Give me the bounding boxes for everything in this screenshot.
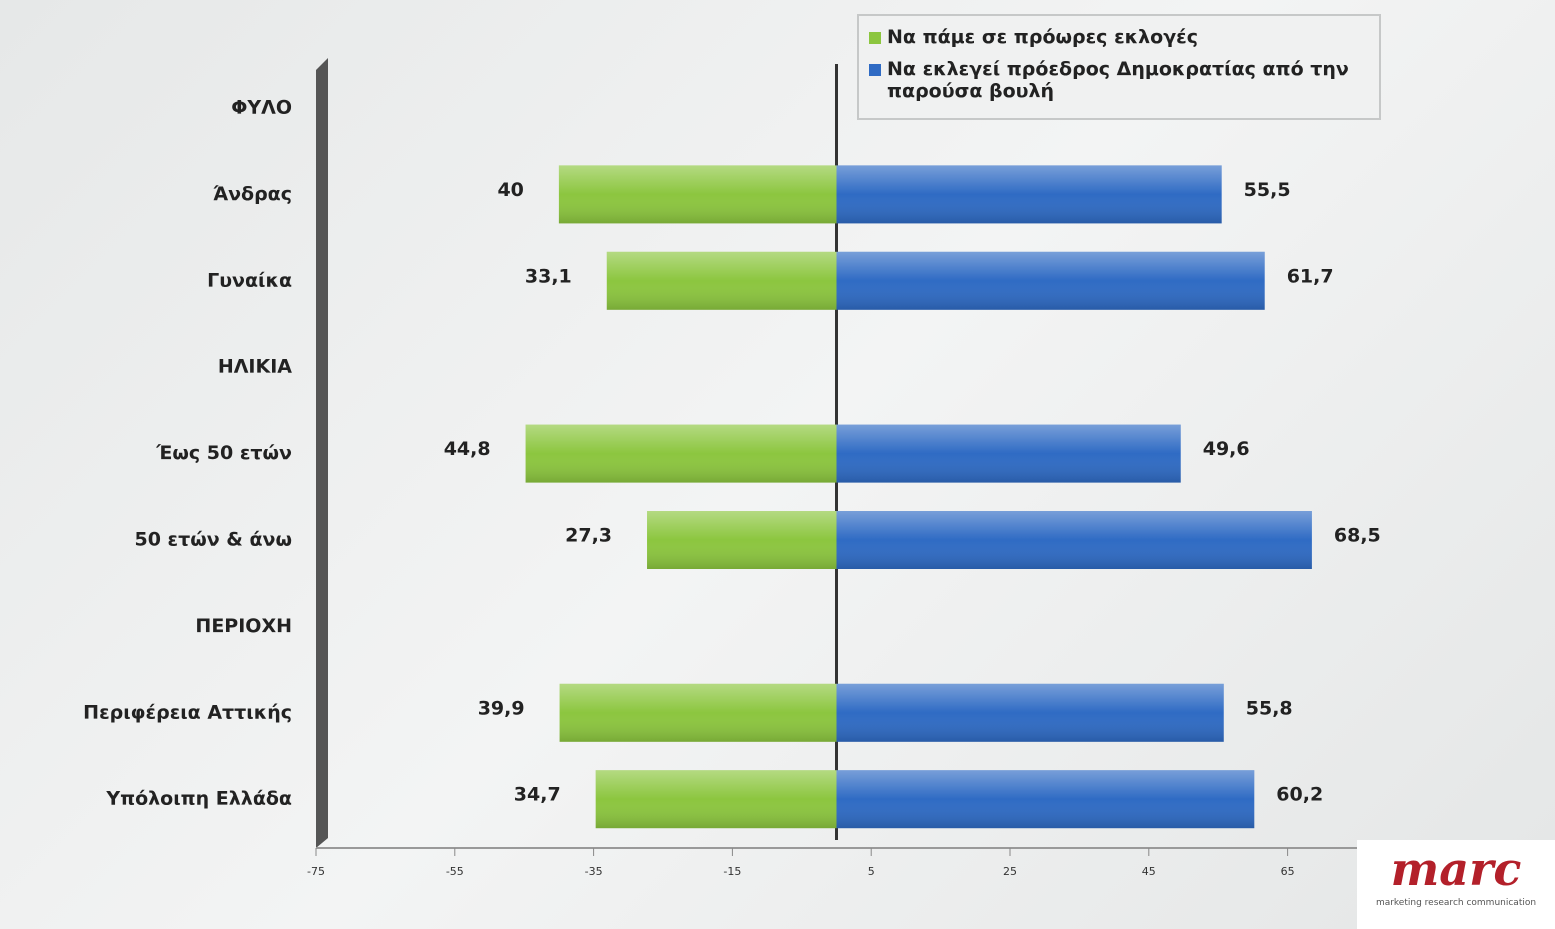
x-tick-label: 65	[1281, 865, 1295, 878]
bar-shade	[836, 511, 1312, 569]
y-tick-label: 50 ετών & άνω	[134, 529, 292, 551]
legend-swatch	[869, 64, 881, 76]
y-tick-label: ΦΥΛΟ	[231, 97, 292, 119]
bar-shade	[606, 251, 837, 310]
x-tick-label: 25	[1003, 865, 1017, 878]
value-label: 68,5	[1334, 525, 1381, 547]
value-label: 33,1	[525, 265, 572, 287]
bar-shade	[647, 511, 837, 569]
axis-wall	[316, 58, 328, 848]
x-tick-label: 5	[868, 865, 875, 878]
x-tick-label: -35	[585, 865, 603, 878]
y-tick-label: Άνδρας	[213, 183, 292, 205]
legend-item: Να εκλεγεί πρόεδρος Δημοκρατίας από την …	[869, 58, 1369, 102]
legend-label: Να πάμε σε πρόωρες εκλογές	[887, 26, 1198, 48]
bar-shade	[559, 683, 837, 742]
logo-subtitle: marketing research communication	[1375, 898, 1537, 908]
logo: marc marketing research communication	[1357, 840, 1555, 929]
value-label: 34,7	[514, 784, 561, 806]
value-label: 55,8	[1246, 697, 1293, 719]
x-tick-label: 45	[1142, 865, 1156, 878]
legend: Να πάμε σε πρόωρες εκλογές Να εκλεγεί πρό…	[857, 14, 1381, 120]
y-tick-label: ΠΕΡΙΟΧΗ	[195, 615, 292, 637]
value-label: 27,3	[565, 525, 612, 547]
value-label: 40	[497, 179, 523, 201]
y-tick-label: ΗΛΙΚΙΑ	[218, 356, 292, 378]
value-label: 39,9	[478, 697, 525, 719]
value-label: 44,8	[444, 438, 491, 460]
x-tick-label: -75	[307, 865, 325, 878]
bar-shade	[525, 424, 837, 483]
value-label: 55,5	[1244, 179, 1291, 201]
bar-shade	[836, 424, 1181, 483]
y-tick-label: Περιφέρεια Αττικής	[83, 701, 292, 723]
bar-shade	[836, 251, 1265, 310]
value-label: 49,6	[1203, 438, 1250, 460]
logo-text: marc	[1390, 842, 1522, 896]
bar-shade	[836, 683, 1224, 742]
x-tick-label: -55	[446, 865, 464, 878]
legend-item: Να πάμε σε πρόωρες εκλογές	[869, 26, 1369, 48]
value-label: 60,2	[1276, 784, 1323, 806]
y-tick-label: Έως 50 ετών	[155, 442, 292, 464]
y-tick-label: Υπόλοιπη Ελλάδα	[105, 788, 292, 810]
bar-shade	[836, 165, 1222, 224]
legend-swatch	[869, 32, 881, 44]
legend-label: Να εκλεγεί πρόεδρος Δημοκρατίας από την …	[887, 58, 1349, 102]
bar-shade	[558, 165, 837, 224]
bar-shade	[595, 770, 837, 829]
bar-shade	[836, 770, 1255, 829]
x-tick-label: -15	[723, 865, 741, 878]
value-label: 61,7	[1287, 265, 1334, 287]
y-tick-label: Γυναίκα	[207, 269, 292, 291]
